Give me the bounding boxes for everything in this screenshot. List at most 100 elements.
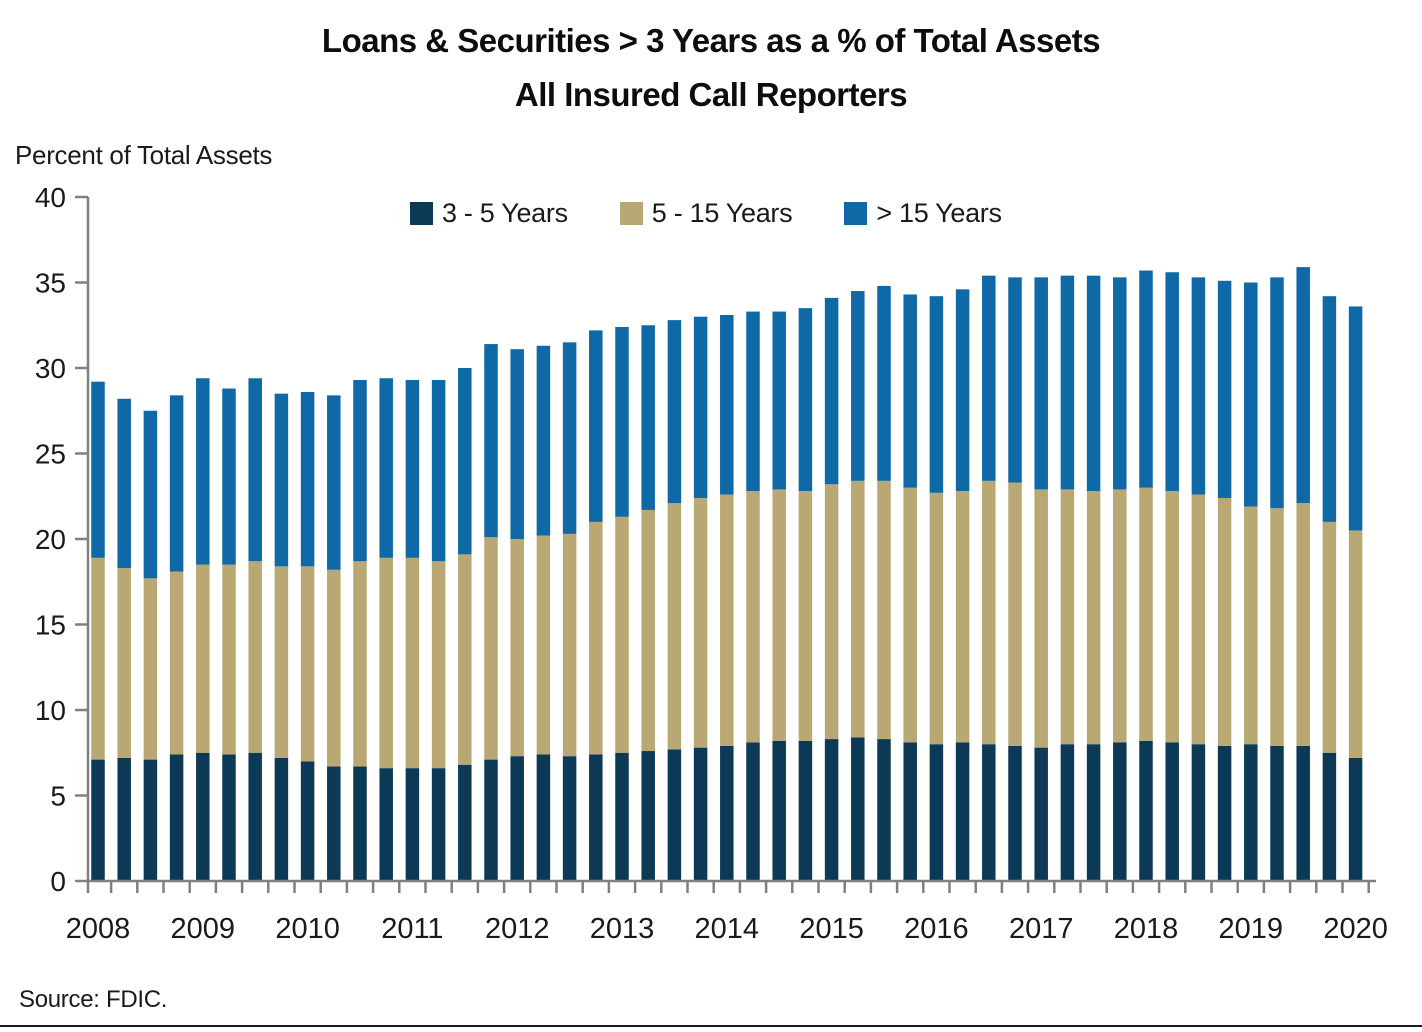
x-year-label: 2008	[66, 913, 131, 945]
bar-segment	[1348, 306, 1363, 531]
bar-segment	[510, 756, 524, 881]
bar-segment	[431, 379, 446, 562]
bar-segment	[720, 745, 734, 881]
bar-segment	[903, 487, 917, 743]
bar-segment	[300, 761, 315, 881]
bar-segment	[877, 739, 891, 881]
bar-segment	[929, 492, 944, 745]
bar-segment	[1086, 744, 1101, 881]
bar-segment	[746, 311, 760, 492]
bar-segment	[169, 754, 184, 881]
bar-segment	[222, 754, 236, 881]
bar-segment	[1139, 487, 1153, 741]
bar-segment	[877, 480, 891, 740]
bar-segment	[851, 480, 865, 738]
bar-segment	[222, 564, 236, 755]
bar-segment	[379, 557, 393, 769]
bar-segment	[274, 757, 289, 881]
bar-segment	[824, 297, 839, 485]
bar-segment	[903, 742, 917, 881]
x-year-label: 2017	[1009, 913, 1074, 945]
y-tick-label: 35	[35, 268, 66, 299]
bottom-rule	[0, 1025, 1422, 1027]
bar-segment	[667, 749, 682, 881]
bar-segment	[772, 489, 786, 741]
bar-segment	[982, 744, 996, 881]
legend-swatch-3-5-years-icon	[410, 202, 433, 225]
bar-segment	[693, 747, 708, 881]
y-tick-label: 15	[35, 610, 66, 641]
bar-segment	[1270, 277, 1284, 509]
bar-segment	[903, 294, 917, 488]
bar-segment	[929, 296, 944, 493]
bar-segment	[746, 742, 760, 881]
bar-segment	[982, 480, 996, 745]
bar-segment	[589, 330, 603, 522]
bar-segment	[877, 285, 891, 481]
bar-segment	[536, 535, 551, 755]
bar-segment	[1191, 744, 1206, 881]
bar-segment	[379, 378, 393, 558]
bar-segment	[196, 752, 210, 881]
x-year-label: 2018	[1114, 913, 1179, 945]
bar-segment	[274, 393, 289, 567]
bar-segment	[510, 349, 524, 539]
y-tick-label: 10	[35, 695, 66, 726]
bar-segment	[405, 557, 420, 769]
bar-segment	[641, 509, 655, 752]
bar-segment	[720, 494, 734, 746]
bar-segment	[1270, 508, 1284, 746]
bar-segment	[1165, 272, 1179, 492]
bar-segment	[562, 533, 577, 757]
bar-segment	[248, 561, 262, 753]
legend-label-gt-15-years: > 15 Years	[876, 198, 1002, 228]
bar-segment	[955, 289, 970, 492]
x-year-label: 2014	[695, 913, 760, 945]
bar-segment	[143, 759, 158, 881]
bar-segment	[1322, 521, 1337, 753]
bar-segment	[1139, 740, 1153, 881]
bar-segment	[1008, 745, 1022, 881]
bar-segment	[196, 564, 210, 753]
chart-title-line1: Loans & Securities > 3 Years as a % of T…	[321, 22, 1101, 59]
bar-segment	[327, 395, 341, 570]
bar-segment	[458, 554, 472, 765]
x-year-label: 2011	[381, 913, 443, 945]
bar-segment	[1113, 489, 1127, 743]
bar-segment	[484, 759, 498, 881]
bar-segment	[1034, 747, 1048, 881]
x-year-label: 2012	[485, 913, 550, 945]
bar-segment	[562, 756, 577, 881]
bar-segment	[353, 766, 367, 881]
bar-segment	[615, 516, 629, 753]
bar-segment	[1322, 296, 1337, 522]
bar-segment	[1296, 745, 1310, 881]
bar-segment	[667, 503, 682, 750]
bar-segment	[327, 766, 341, 881]
bar-segment	[929, 744, 944, 881]
bar-segment	[589, 521, 603, 755]
bar-segment	[300, 391, 315, 567]
bar-segment	[824, 739, 839, 881]
bar-segment	[1008, 482, 1022, 746]
bar-segment	[1322, 752, 1337, 881]
chart-title-line2: All Insured Call Reporters	[514, 76, 908, 113]
x-year-label: 2016	[904, 913, 969, 945]
bar-segment	[536, 345, 551, 536]
bar-segment	[1034, 489, 1048, 748]
bar-segment	[955, 742, 970, 881]
bar-segment	[510, 539, 524, 757]
bar-segment	[169, 571, 184, 755]
x-year-label: 2009	[171, 913, 236, 945]
bar-segment	[91, 759, 105, 881]
bar-segment	[1217, 280, 1232, 498]
y-tick-label: 5	[50, 781, 66, 812]
bar-segment	[248, 378, 262, 562]
y-tick-label: 25	[35, 439, 66, 470]
bar-segment	[1191, 277, 1206, 495]
bar-segment	[1296, 503, 1310, 746]
bar-segment	[117, 757, 131, 881]
legend-item-3-5-years: 3 - 5 Years	[410, 198, 568, 229]
legend-swatch-5-15-years-icon	[619, 202, 643, 225]
bar-segment	[1217, 497, 1232, 746]
